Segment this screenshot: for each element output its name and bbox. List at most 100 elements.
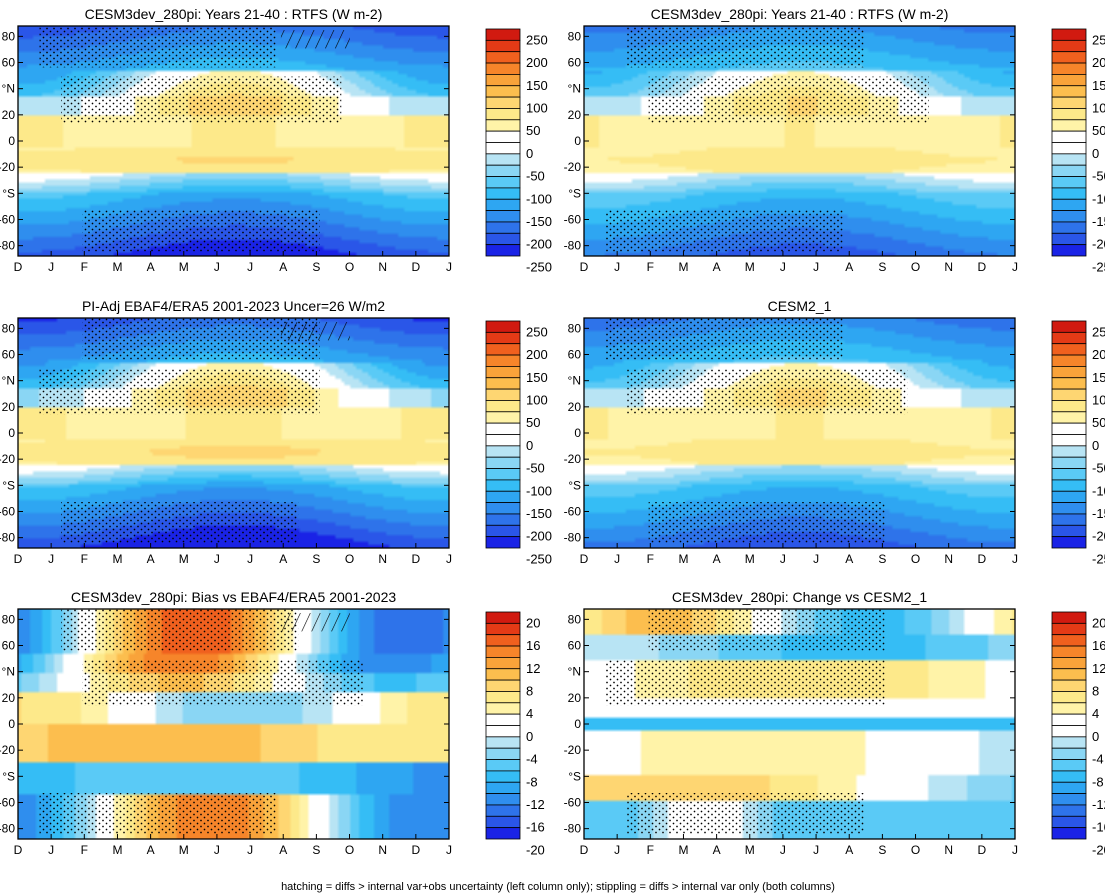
colorbar-label: 150 xyxy=(526,370,548,385)
colorbar-label: 150 xyxy=(526,78,548,93)
colorbar-label: 20 xyxy=(1092,615,1105,630)
x-tick-label: O xyxy=(345,552,354,566)
colorbar-swatch xyxy=(485,388,521,401)
colorbar-swatch xyxy=(485,713,521,726)
colorbar-swatch xyxy=(1051,781,1087,795)
colorbar-label: -250 xyxy=(526,551,552,566)
x-tick-label: S xyxy=(878,843,886,857)
stippling-region xyxy=(605,210,843,252)
x-tick-label: M xyxy=(112,552,122,566)
y-tick-label: 0 xyxy=(8,134,15,148)
stippling-region xyxy=(61,502,299,544)
colorbar-label: -150 xyxy=(526,214,552,229)
x-tick-label: M xyxy=(745,260,755,274)
colorbar-swatch xyxy=(485,320,521,333)
colorbar-swatch xyxy=(1051,221,1087,234)
colorbar-swatch xyxy=(1051,119,1087,132)
colorbar-swatch xyxy=(1051,153,1087,166)
y-tick-label: 60 xyxy=(2,639,16,653)
colorbar-label: -20 xyxy=(1092,842,1105,857)
colorbar-swatch xyxy=(1051,187,1087,200)
colorbar-label: 250 xyxy=(1092,324,1105,339)
x-tick-label: A xyxy=(147,843,155,857)
y-tick-label: -80 xyxy=(564,822,582,836)
x-tick-label: A xyxy=(713,260,721,274)
x-tick-label: N xyxy=(944,552,953,566)
colorbar-swatch xyxy=(485,331,521,345)
colorbar-label: 50 xyxy=(1092,123,1105,138)
x-tick-label: F xyxy=(647,260,654,274)
x-tick-label: J xyxy=(813,552,819,566)
colorbar-swatch xyxy=(1051,479,1087,492)
colorbar-swatch xyxy=(485,804,521,817)
colorbar-swatch xyxy=(485,657,521,670)
colorbar-label: 50 xyxy=(526,415,540,430)
colorbar-label: -16 xyxy=(1092,820,1105,835)
colorbar-swatch xyxy=(485,377,521,390)
stippling-region xyxy=(61,609,299,651)
y-tick-label: 60 xyxy=(568,56,582,70)
colorbar-swatch xyxy=(485,668,521,681)
colorbar-swatch xyxy=(485,827,521,840)
colorbar-label: 0 xyxy=(1092,438,1099,453)
hatching-region xyxy=(280,613,350,632)
colorbar-swatch xyxy=(1051,502,1087,515)
y-tick-label: °N xyxy=(2,82,15,96)
colorbar-swatch xyxy=(1051,176,1087,189)
x-tick-label: M xyxy=(179,843,189,857)
x-tick-label: A xyxy=(279,552,287,566)
colorbar-label: -8 xyxy=(526,774,538,789)
stippling-region xyxy=(648,502,886,544)
y-tick-label: -60 xyxy=(564,504,582,518)
colorbar-swatch xyxy=(485,39,521,53)
x-tick-label: S xyxy=(312,260,320,274)
x-tick-label: A xyxy=(279,260,287,274)
colorbar-swatch xyxy=(485,736,521,749)
colorbar-label: -250 xyxy=(1092,551,1105,566)
colorbar-swatch xyxy=(1051,770,1087,783)
colorbar-swatch xyxy=(485,400,521,413)
colorbar-swatch xyxy=(485,502,521,515)
y-tick-label: 0 xyxy=(574,717,581,731)
colorbar-label: -4 xyxy=(1092,752,1104,767)
colorbar-swatch xyxy=(1051,793,1087,806)
colorbar: 20 16 12 8 4 0 -4 -8 -12 -16 -20 xyxy=(485,611,545,857)
y-tick-label: -80 xyxy=(0,531,15,545)
y-tick-label: °N xyxy=(568,82,581,96)
colorbar-label: -50 xyxy=(1092,169,1105,184)
colorbar-swatch xyxy=(1051,365,1087,379)
y-tick-label: °S xyxy=(568,478,581,492)
stippling-region xyxy=(82,659,363,706)
colorbar-label: -150 xyxy=(1092,506,1105,521)
colorbar-swatch xyxy=(485,343,521,356)
x-tick-label: A xyxy=(845,843,853,857)
colorbar-label: 150 xyxy=(1092,78,1105,93)
y-tick-label: 0 xyxy=(8,717,15,731)
y-tick-label: -80 xyxy=(564,531,582,545)
colorbar-swatch xyxy=(485,96,521,109)
colorbar-label: -100 xyxy=(526,191,552,206)
x-tick-label: M xyxy=(179,260,189,274)
colorbar-label: 12 xyxy=(1092,661,1105,676)
x-tick-label: O xyxy=(345,843,354,857)
y-tick-label: 0 xyxy=(574,134,581,148)
colorbar-label: 200 xyxy=(1092,347,1105,362)
x-tick-label: J xyxy=(780,552,786,566)
y-tick-label: 20 xyxy=(568,691,582,705)
y-tick-label: -60 xyxy=(0,504,15,518)
y-tick-label: 60 xyxy=(2,56,16,70)
colorbar-swatch xyxy=(1051,490,1087,504)
colorbar-label: -8 xyxy=(1092,774,1104,789)
y-tick-label: 60 xyxy=(2,348,16,362)
y-tick-label: -60 xyxy=(564,212,582,226)
x-tick-label: D xyxy=(412,552,421,566)
colorbar-swatch xyxy=(1051,725,1087,738)
chart-panel-2: CESM3dev_280pi: Years 21-40 : RTFS (W m-… xyxy=(564,6,1105,274)
colorbar-label: 12 xyxy=(526,661,540,676)
colorbar-swatch xyxy=(485,781,521,795)
colorbar-swatch xyxy=(1051,400,1087,413)
colorbar-swatch xyxy=(485,51,521,64)
colorbar-label: 16 xyxy=(526,638,540,653)
x-tick-label: N xyxy=(378,843,387,857)
